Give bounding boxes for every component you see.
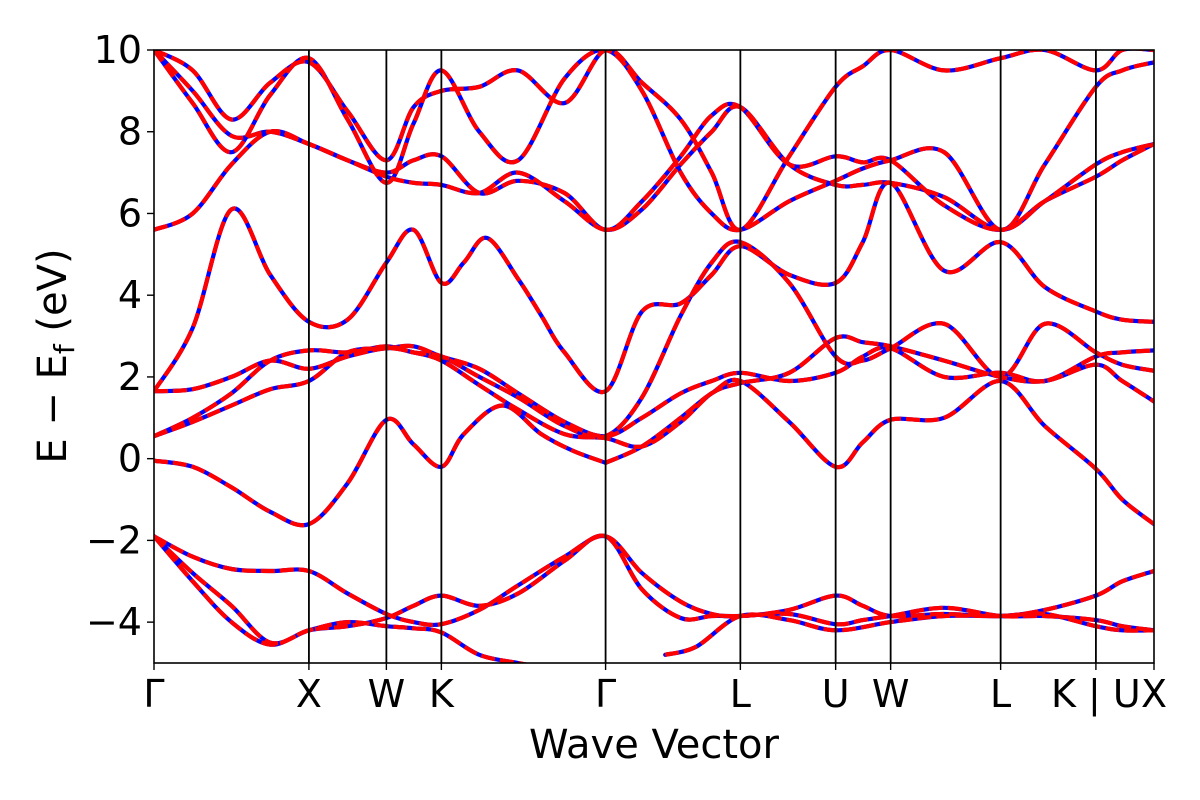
- y-tick-label-0: −4: [86, 600, 142, 644]
- band-line-solid-10: [154, 104, 1154, 230]
- band-line-dashed-10: [154, 104, 1154, 230]
- y-axis-label: E − Ef (eV): [30, 248, 81, 463]
- band-line-solid-1: [154, 536, 1154, 645]
- x-tick-label-6: U: [822, 672, 850, 716]
- bands-layer: [154, 48, 1154, 667]
- y-tick-label-2: 0: [118, 437, 142, 481]
- y-tick-label-5: 6: [118, 191, 142, 235]
- y-ticks: −4 −2 0 2 4 6 8 10: [86, 28, 154, 644]
- band-line-dashed-0: [154, 536, 1154, 625]
- band-line-dashed-5: [606, 380, 1154, 524]
- x-tick-label-4: Γ: [595, 672, 616, 716]
- x-tick-label-3: K: [429, 672, 455, 716]
- x-tick-label-5: L: [730, 672, 751, 716]
- band-line-dashed-9: [154, 182, 1154, 392]
- band-line-solid-7: [154, 346, 1154, 436]
- y-axis-label-main: E − E: [30, 354, 76, 464]
- x-tick-label-10: X: [1141, 672, 1167, 716]
- band-line-solid-5: [606, 380, 1154, 524]
- x-tick-label-8: L: [990, 672, 1011, 716]
- y-tick-label-4: 4: [118, 273, 142, 317]
- band-line-dashed-13: [154, 48, 1154, 229]
- x-axis-label: Wave Vector: [529, 722, 780, 768]
- y-axis-label-unit: (eV): [30, 248, 76, 344]
- band-line-solid-13: [154, 48, 1154, 229]
- band-line-dashed-1: [154, 536, 1154, 645]
- y-tick-label-3: 2: [118, 355, 142, 399]
- x-tick-label-1: X: [296, 672, 322, 716]
- y-tick-label-1: −2: [86, 518, 142, 562]
- band-line-dashed-7: [154, 346, 1154, 436]
- x-tick-label-7: W: [872, 672, 910, 716]
- band-line-dashed-11: [154, 50, 1154, 230]
- band-line-solid-9: [154, 182, 1154, 392]
- x-tick-label-9: K | U: [1051, 672, 1141, 717]
- x-tick-label-0: Γ: [143, 672, 164, 716]
- y-tick-label-7: 10: [94, 28, 142, 72]
- y-tick-label-6: 8: [118, 110, 142, 154]
- x-tick-label-2: W: [368, 672, 406, 716]
